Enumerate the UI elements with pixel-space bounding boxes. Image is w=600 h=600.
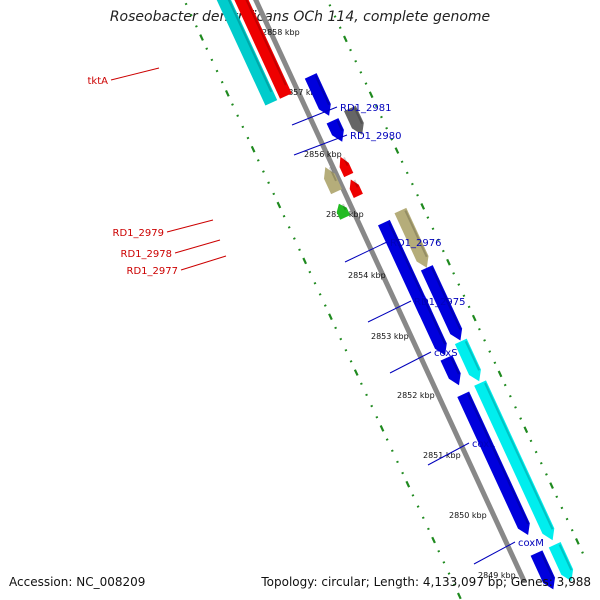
gene-rd1-2980[interactable] bbox=[344, 105, 364, 135]
tick-label: 2856 kbp bbox=[304, 150, 342, 159]
tick-label: 2858 kbp bbox=[262, 28, 300, 37]
gene-label-coxs[interactable]: coxS bbox=[434, 348, 458, 359]
dotted-guides bbox=[184, 2, 584, 600]
gene-rd1-2978[interactable] bbox=[339, 156, 354, 178]
gene-label-rd1-2975[interactable]: RD1_2975 bbox=[414, 297, 465, 308]
gene-rd1-2976[interactable] bbox=[394, 207, 429, 268]
gene-feature[interactable] bbox=[457, 391, 530, 536]
gene-coxm[interactable] bbox=[548, 542, 574, 582]
gene-feature[interactable] bbox=[440, 355, 461, 386]
dotted-guide-left bbox=[184, 2, 462, 600]
genome-summary: Topology: circular; Length: 4,133,097 bp… bbox=[261, 575, 591, 589]
tick-label: 2853 kbp bbox=[371, 332, 409, 341]
gene-coxs[interactable] bbox=[454, 338, 481, 382]
gene-label-rd1-2980[interactable]: RD1_2980 bbox=[350, 131, 401, 142]
genome-backbone bbox=[253, 0, 527, 583]
gene-label-rd1-2978[interactable]: RD1_2978 bbox=[121, 249, 172, 260]
gene-feature[interactable] bbox=[530, 550, 555, 590]
gene-feature[interactable] bbox=[213, 0, 292, 99]
gene-rd1-2977[interactable] bbox=[336, 203, 351, 220]
gene-label-rd1-2979[interactable]: RD1_2979 bbox=[113, 228, 164, 239]
gene-rd1-2975[interactable] bbox=[420, 265, 463, 341]
gene-label-tkta[interactable]: tktA bbox=[88, 76, 109, 87]
gene-label-rd1-2976[interactable]: RD1_2976 bbox=[390, 238, 441, 249]
gene-feature[interactable] bbox=[413, 296, 447, 356]
gene-feature[interactable] bbox=[326, 118, 344, 142]
tick-label: 2857 kbp bbox=[283, 88, 321, 97]
tick-label: 2852 kbp bbox=[397, 391, 435, 400]
tick-label: 2850 kbp bbox=[449, 511, 487, 520]
gene-label-rd1-2977[interactable]: RD1_2977 bbox=[127, 266, 178, 277]
gene-label-rd1-2981[interactable]: RD1_2981 bbox=[340, 103, 391, 114]
tick-label: 2854 kbp bbox=[348, 271, 386, 280]
gene-rd1-2979[interactable] bbox=[324, 166, 342, 195]
gene-tkta[interactable] bbox=[198, 0, 278, 106]
gene-rd1-2981[interactable] bbox=[304, 73, 331, 116]
gene-label-coxl[interactable]: coxL bbox=[472, 439, 495, 450]
gene-coxl[interactable] bbox=[474, 380, 555, 541]
gene-labels: tktA RD1_2981 RD1_2980 RD1_2979 RD1_2978 RD1_… bbox=[88, 67, 544, 565]
gene-feature[interactable] bbox=[378, 219, 432, 322]
gene-features bbox=[198, 0, 574, 590]
tick-label: 2849 kbp bbox=[478, 571, 516, 580]
gene-feature[interactable] bbox=[349, 179, 363, 199]
dotted-guide-right bbox=[328, 4, 584, 554]
tick-label: 2851 kbp bbox=[423, 451, 461, 460]
map-title: Roseobacter denitrificans OCh 114, compl… bbox=[109, 9, 491, 25]
accession-text: Accession: NC_008209 bbox=[9, 575, 146, 589]
gene-label-coxm[interactable]: coxM bbox=[518, 538, 544, 549]
